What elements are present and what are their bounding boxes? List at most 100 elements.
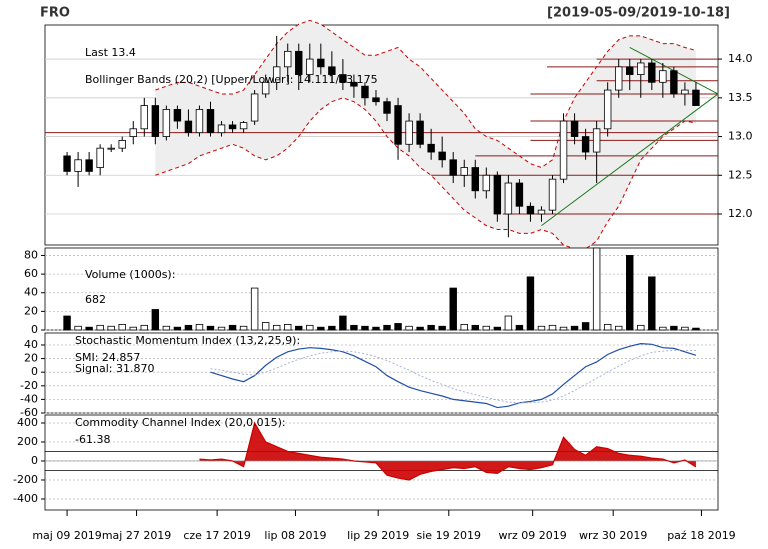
candle-body xyxy=(272,66,281,83)
candle-body xyxy=(427,143,435,153)
candle-body xyxy=(626,66,634,75)
y-tick-label: 13.0 xyxy=(728,130,753,143)
legend-entry: SMI: 24.857 xyxy=(75,351,140,364)
volume-bar xyxy=(581,322,590,331)
x-tick-label: maj 27 2019 xyxy=(102,529,172,542)
volume-bar xyxy=(361,325,369,331)
volume-bar xyxy=(637,324,645,331)
y-tick-label: 20 xyxy=(24,304,38,317)
volume-bar xyxy=(460,324,468,331)
volume-bar xyxy=(206,325,215,331)
candle-body xyxy=(140,105,149,130)
volume-bar xyxy=(548,324,557,331)
y-tick-label: 40 xyxy=(24,338,38,351)
candle-body xyxy=(681,89,689,95)
candle-body xyxy=(173,109,182,122)
volume-legend: Volume (1000s): xyxy=(85,268,175,281)
candle-body xyxy=(96,147,104,168)
volume-bar xyxy=(394,323,402,331)
x-tick-label: lip 29 2019 xyxy=(347,529,409,542)
volume-bar xyxy=(681,326,689,331)
candle-body xyxy=(482,174,491,192)
y-tick-label: -400 xyxy=(13,492,38,505)
series-line xyxy=(199,421,697,481)
series-line xyxy=(210,349,696,404)
y-tick-label: 0 xyxy=(31,323,38,336)
volume-bar xyxy=(272,324,281,331)
volume-bar xyxy=(383,324,391,331)
candle-body xyxy=(394,105,402,145)
x-tick-label: wrz 30 2019 xyxy=(579,529,647,542)
volume-bar xyxy=(228,324,237,331)
y-tick-label: 0 xyxy=(31,365,38,378)
volume-bar xyxy=(328,325,336,331)
candle-body xyxy=(493,174,502,215)
candle-body xyxy=(339,74,347,83)
volume-bar xyxy=(427,324,435,331)
volume-bar xyxy=(306,324,314,331)
series-line xyxy=(210,343,697,409)
candle-body xyxy=(206,109,215,134)
volume-bar xyxy=(184,324,193,331)
volume-bar xyxy=(63,315,71,331)
volume-bar xyxy=(261,322,270,331)
candle-body xyxy=(548,178,557,211)
candle-body xyxy=(63,155,71,172)
y-tick-label: 12.5 xyxy=(728,168,753,181)
volume-bar xyxy=(449,287,457,331)
volume-bar xyxy=(317,326,325,331)
candle-body xyxy=(449,159,457,176)
volume-bar xyxy=(295,325,303,331)
candle-body xyxy=(659,70,667,83)
volume-bar xyxy=(284,324,292,331)
y-tick-label: 12.0 xyxy=(728,207,753,220)
volume-bar xyxy=(493,326,502,331)
candle-body xyxy=(250,93,259,122)
candle-body xyxy=(184,120,193,134)
volume-bar xyxy=(659,326,667,331)
volume-bar xyxy=(173,326,182,331)
candle-body xyxy=(372,97,380,103)
candle-body xyxy=(670,70,678,95)
candle-body xyxy=(74,159,82,172)
candle-body xyxy=(151,105,160,137)
x-tick-label: lip 08 2019 xyxy=(264,529,326,542)
candle-body xyxy=(228,124,237,130)
volume-bar xyxy=(626,255,634,331)
volume-bar xyxy=(592,247,601,331)
volume-bar xyxy=(603,324,612,331)
volume-bar xyxy=(648,276,656,331)
candle-body xyxy=(261,81,270,95)
candle-body xyxy=(405,120,413,145)
candle-body xyxy=(537,209,546,215)
y-tick-label: 60 xyxy=(24,267,38,280)
candle-body xyxy=(581,136,590,153)
panel-title: Stochastic Momentum Index (13,2,25,9): xyxy=(75,334,300,347)
volume-bar xyxy=(85,326,93,331)
chart-title: FRO xyxy=(40,6,70,21)
x-tick-label: cze 17 2019 xyxy=(183,529,251,542)
candle-body xyxy=(195,109,204,134)
volume-bar xyxy=(526,276,535,331)
candle-body xyxy=(526,205,535,215)
x-tick-label: maj 09 2019 xyxy=(32,529,102,542)
candle-body xyxy=(162,109,171,137)
volume-bar xyxy=(570,325,579,331)
candle-body xyxy=(118,140,126,149)
candle-body xyxy=(603,89,612,130)
volume-bar xyxy=(250,287,259,331)
candle-body xyxy=(350,81,358,87)
candle-body xyxy=(107,147,115,150)
y-tick-label: -40 xyxy=(20,392,38,405)
y-tick-label: 14.0 xyxy=(728,52,753,65)
volume-bar xyxy=(504,315,513,331)
y-tick-label: 20 xyxy=(24,352,38,365)
last-price: Last 13.4 xyxy=(85,46,136,59)
candle-body xyxy=(637,62,645,75)
volume-bar xyxy=(118,324,126,331)
volume-bar xyxy=(471,324,479,331)
trend-line xyxy=(541,93,719,227)
candle-body xyxy=(361,85,369,99)
area-fill xyxy=(199,422,696,480)
candle-body xyxy=(239,122,248,130)
